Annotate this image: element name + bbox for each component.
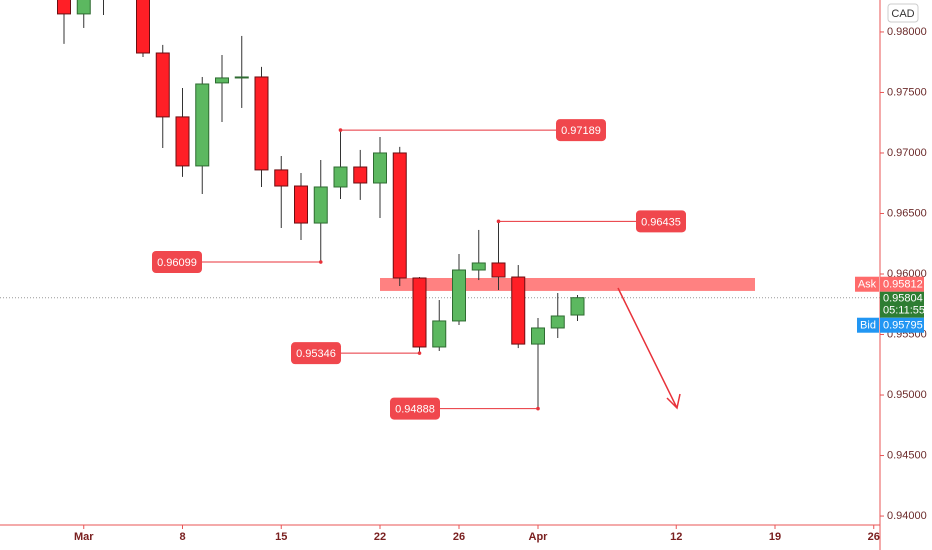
- y-tick-label: 0.94500: [887, 449, 927, 461]
- y-tick-label: 0.97000: [887, 147, 927, 159]
- candle-body: [412, 277, 427, 348]
- candle-body: [195, 83, 210, 167]
- last-value: 0.95804: [883, 293, 923, 305]
- candle-body: [373, 152, 387, 184]
- annotation-box: [636, 210, 686, 233]
- candle-body: [491, 262, 506, 278]
- y-tick-label: 0.96500: [887, 207, 927, 219]
- plot-area: 0.97189 0.96435 0.96099 0.95346 0.94888: [0, 0, 880, 420]
- annotation-box: [390, 397, 440, 420]
- candle-body: [392, 152, 407, 279]
- candle-body: [274, 169, 289, 187]
- candle-body: [313, 186, 328, 224]
- annotation-box: [291, 342, 341, 365]
- y-tick-label: 0.94000: [887, 510, 927, 522]
- x-tick-label: 26: [868, 531, 880, 543]
- candle-body: [333, 166, 348, 188]
- candle-body: [452, 269, 466, 322]
- annotation-label: 0.97189: [561, 125, 601, 137]
- annotation-label: 0.96435: [641, 216, 681, 228]
- candle-body: [175, 116, 190, 167]
- candle-body: [155, 52, 170, 118]
- y-tick-label: 0.95000: [887, 389, 927, 401]
- bid-value: 0.95795: [883, 320, 923, 332]
- candle-body: [511, 276, 526, 345]
- annotation-anchor: [417, 351, 422, 355]
- ask-value: 0.95812: [883, 279, 923, 291]
- ask-box: [855, 276, 879, 292]
- candle-body: [531, 327, 545, 345]
- arrow: [617, 287, 681, 410]
- x-tick-label: 12: [670, 531, 682, 543]
- candle-body: [432, 320, 447, 348]
- x-tick-label: 8: [179, 531, 185, 543]
- annotation-box: [152, 251, 202, 274]
- annotation-anchor: [536, 406, 540, 411]
- candle-body: [471, 262, 486, 271]
- candle-body: [570, 297, 585, 316]
- annotation-anchor: [496, 219, 501, 224]
- x-tick-label: 22: [374, 531, 386, 543]
- bid-label: Bid: [860, 320, 876, 332]
- x-tick-label: 19: [769, 531, 781, 543]
- annotation-label: 0.96099: [157, 257, 197, 269]
- annotation-anchor: [338, 128, 343, 132]
- annotation-label: 0.95346: [296, 348, 336, 360]
- candle-body: [294, 185, 308, 224]
- candle-body: [215, 77, 229, 84]
- annotation-anchor: [318, 260, 323, 264]
- candle-body: [136, 0, 150, 54]
- annotation-label: 0.94888: [395, 403, 435, 415]
- x-tick-label: Apr: [529, 531, 549, 543]
- x-tick-label: Mar: [74, 531, 94, 543]
- ask-value-box: [880, 276, 924, 292]
- y-tick-label: 0.97500: [887, 86, 927, 98]
- countdown: 05:11:55: [883, 305, 925, 317]
- currency-box: [887, 3, 919, 23]
- annotation-box: [556, 119, 606, 142]
- candle-body: [57, 0, 71, 15]
- candle-body: [234, 76, 249, 79]
- candle-body: [550, 315, 565, 329]
- x-tick-label: 26: [453, 531, 465, 543]
- y-tick-label: 0.98000: [887, 26, 927, 38]
- candle-body: [353, 166, 368, 184]
- ask-label: Ask: [858, 279, 877, 291]
- candle-body: [254, 76, 269, 171]
- last-box: [880, 291, 924, 318]
- resistance-zone: [380, 277, 755, 291]
- x-tick-label: 15: [275, 531, 287, 543]
- bid-value-box: [880, 317, 924, 333]
- currency: CAD: [891, 8, 914, 20]
- candle-body: [76, 0, 91, 15]
- bid-box: [857, 317, 879, 333]
